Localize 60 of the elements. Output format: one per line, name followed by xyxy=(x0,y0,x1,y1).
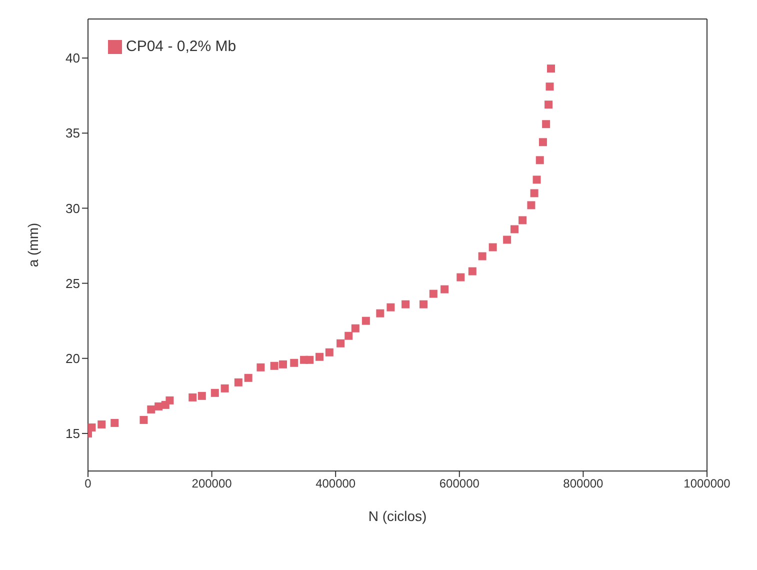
point xyxy=(429,290,438,298)
point xyxy=(510,225,518,234)
y-tick-label: 15 xyxy=(66,426,80,442)
point xyxy=(147,405,156,414)
y-tick-label: 30 xyxy=(66,200,80,216)
point xyxy=(290,358,298,367)
point xyxy=(518,216,527,224)
point xyxy=(536,156,544,164)
point xyxy=(278,360,287,368)
point xyxy=(325,348,334,356)
point xyxy=(544,100,553,109)
x-tick-label: 400000 xyxy=(316,476,356,491)
point xyxy=(478,252,486,260)
y-tick-label: 40 xyxy=(66,50,80,66)
y-axis-title: a (mm) xyxy=(24,222,41,268)
y-tick-label: 35 xyxy=(66,126,80,141)
x-tick-label: 600000 xyxy=(439,476,480,491)
point xyxy=(344,332,353,340)
point xyxy=(88,423,96,432)
point xyxy=(234,378,242,386)
x-tick-label: 200000 xyxy=(192,476,232,491)
x-tick-label: 800000 xyxy=(563,476,604,491)
point xyxy=(270,362,278,370)
point xyxy=(546,82,554,91)
x-tick-label: 1000000 xyxy=(684,476,731,491)
point xyxy=(256,363,265,372)
point xyxy=(188,393,197,402)
point xyxy=(98,420,106,428)
point xyxy=(386,303,395,312)
point xyxy=(351,324,360,332)
point xyxy=(210,388,219,397)
point xyxy=(402,300,410,308)
point xyxy=(420,300,428,308)
point xyxy=(468,267,476,276)
point xyxy=(110,418,119,427)
point xyxy=(140,416,148,424)
point xyxy=(440,285,449,294)
point xyxy=(166,396,174,404)
x-tick-label: 0 xyxy=(84,476,92,491)
point xyxy=(547,64,556,73)
x-axis-title: N (ciclos) xyxy=(368,508,427,524)
point xyxy=(244,374,252,382)
point xyxy=(530,189,538,198)
point xyxy=(542,120,550,128)
legend-label: CP04 - 0,2% Mb xyxy=(126,38,236,55)
point xyxy=(316,352,324,361)
point xyxy=(538,138,547,146)
point xyxy=(488,243,497,252)
y-tick-label: 20 xyxy=(66,350,80,366)
point xyxy=(456,273,465,282)
point xyxy=(532,176,541,184)
point xyxy=(220,384,229,392)
point xyxy=(306,356,314,364)
point xyxy=(362,316,370,325)
point xyxy=(336,339,345,348)
y-tick-label: 25 xyxy=(66,276,80,291)
point xyxy=(527,201,536,210)
point xyxy=(503,236,512,244)
point xyxy=(376,309,384,318)
point xyxy=(198,392,206,400)
